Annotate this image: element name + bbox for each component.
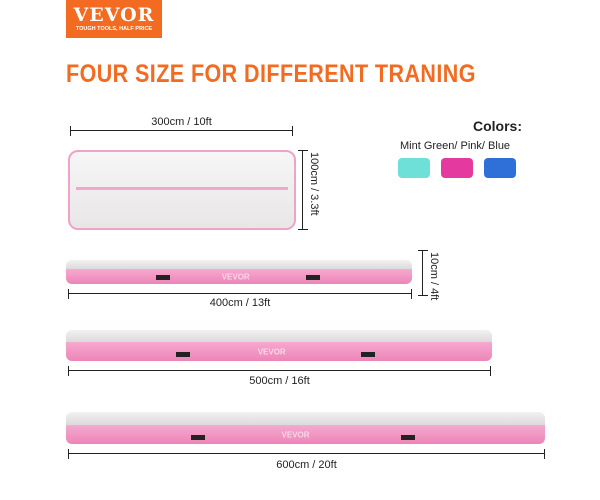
dimension-line-500 <box>68 366 491 376</box>
swatch-blue[interactable] <box>484 158 516 178</box>
top-width-label: 300cm / 10ft <box>151 116 212 128</box>
length-label-400: 400cm / 13ft <box>209 297 271 309</box>
page-title: FOUR SIZE FOR DIFFERENT TRANING <box>66 60 476 88</box>
mat-center-stripe <box>76 187 288 190</box>
length-label-600: 600cm / 20ft <box>276 459 337 471</box>
colors-heading: Colors: <box>473 118 522 134</box>
width-dimension-line <box>70 126 293 136</box>
dimension-line-400 <box>68 289 412 299</box>
height-dimension-line <box>418 250 428 296</box>
mat-brand-label: VEVOR <box>257 347 286 356</box>
colors-names: Mint Green/ Pink/ Blue <box>400 140 511 152</box>
length-label-500: 500cm / 16ft <box>249 375 310 387</box>
mat-brand-label: VEVOR <box>221 272 250 281</box>
vevor-logo: VEVOR TOUGH TOOLS, HALF PRICE <box>66 0 162 38</box>
mat-600: VEVOR <box>66 412 545 444</box>
mat-500: VEVOR <box>66 330 492 361</box>
mat-brand-label: VEVOR <box>281 430 310 439</box>
height-label: 10cm / 4ft <box>428 252 440 301</box>
mat-400: VEVOR <box>66 260 412 284</box>
swatch-pink[interactable] <box>441 158 473 178</box>
depth-dimension-line <box>298 150 308 230</box>
dimension-line-600 <box>68 449 545 459</box>
mat-top-view <box>68 150 296 230</box>
swatch-mint-green[interactable] <box>398 158 430 178</box>
top-depth-label: 100cm / 3.3ft <box>308 152 320 216</box>
